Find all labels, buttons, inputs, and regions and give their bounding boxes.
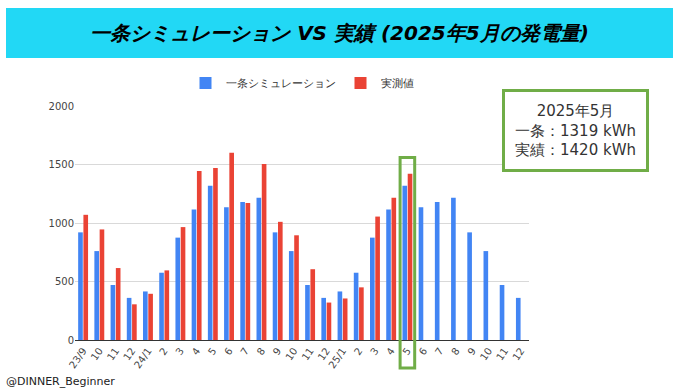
svg-text:1500: 1500 <box>49 159 74 170</box>
svg-text:2025年5月一条：1319 kWh実績：1420 kWh: 2025年5月一条：1319 kWh実績：1420 kWh <box>515 102 636 159</box>
svg-text:25/1: 25/1 <box>326 346 348 371</box>
svg-text:5: 5 <box>400 346 413 358</box>
svg-text:3: 3 <box>173 346 186 358</box>
svg-text:@DINNER_Beginner: @DINNER_Beginner <box>6 375 115 388</box>
svg-text:2000: 2000 <box>49 101 74 112</box>
svg-text:8: 8 <box>255 346 268 358</box>
svg-text:2: 2 <box>352 346 365 358</box>
svg-text:9: 9 <box>271 346 284 358</box>
svg-text:6: 6 <box>417 346 430 358</box>
svg-text:4: 4 <box>384 346 397 358</box>
svg-text:7: 7 <box>433 346 446 358</box>
svg-text:24/1: 24/1 <box>132 346 154 371</box>
svg-text:7: 7 <box>238 346 251 358</box>
svg-text:23/9: 23/9 <box>67 346 89 371</box>
svg-text:9: 9 <box>465 346 478 358</box>
svg-text:実測値: 実測値 <box>381 77 414 90</box>
svg-text:10: 10 <box>89 346 105 363</box>
svg-text:12: 12 <box>316 346 332 363</box>
svg-text:4: 4 <box>190 346 203 358</box>
svg-text:12: 12 <box>121 346 137 363</box>
svg-text:8: 8 <box>449 346 462 358</box>
svg-text:11: 11 <box>300 346 316 363</box>
svg-text:11: 11 <box>105 346 121 363</box>
svg-text:6: 6 <box>222 346 235 358</box>
svg-text:3: 3 <box>368 346 381 358</box>
svg-text:10: 10 <box>478 346 494 363</box>
svg-text:0: 0 <box>68 335 74 346</box>
svg-text:一条シミュレーション VS 実績 (2025年5月の発電量): 一条シミュレーション VS 実績 (2025年5月の発電量) <box>90 21 589 45</box>
svg-text:500: 500 <box>55 276 74 287</box>
svg-text:5: 5 <box>206 346 219 358</box>
svg-text:12: 12 <box>510 346 526 363</box>
svg-text:1000: 1000 <box>49 218 74 229</box>
svg-text:10: 10 <box>283 346 299 363</box>
svg-text:一条シミュレーション: 一条シミュレーション <box>226 77 336 90</box>
svg-text:2: 2 <box>157 346 170 358</box>
svg-text:11: 11 <box>494 346 510 363</box>
